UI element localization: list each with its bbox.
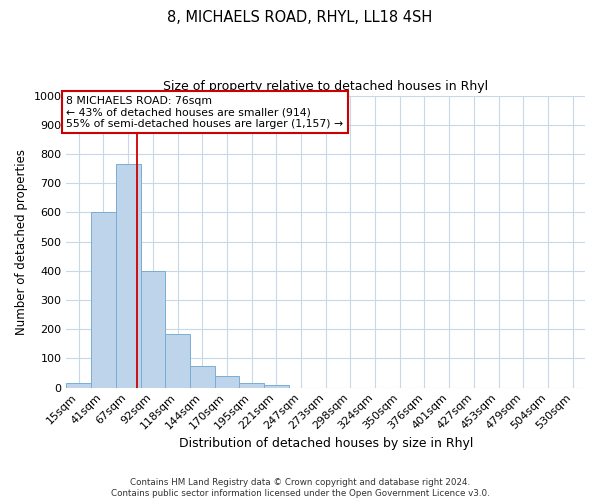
Bar bbox=[190, 366, 215, 388]
Bar bbox=[116, 164, 140, 388]
Y-axis label: Number of detached properties: Number of detached properties bbox=[15, 148, 28, 334]
Text: 8, MICHAELS ROAD, RHYL, LL18 4SH: 8, MICHAELS ROAD, RHYL, LL18 4SH bbox=[167, 10, 433, 25]
Bar bbox=[140, 271, 165, 388]
Bar bbox=[215, 376, 239, 388]
X-axis label: Distribution of detached houses by size in Rhyl: Distribution of detached houses by size … bbox=[179, 437, 473, 450]
Bar bbox=[239, 383, 264, 388]
Bar bbox=[67, 383, 91, 388]
Title: Size of property relative to detached houses in Rhyl: Size of property relative to detached ho… bbox=[163, 80, 488, 93]
Bar bbox=[91, 212, 116, 388]
Bar bbox=[165, 334, 190, 388]
Bar bbox=[264, 384, 289, 388]
Text: 8 MICHAELS ROAD: 76sqm
← 43% of detached houses are smaller (914)
55% of semi-de: 8 MICHAELS ROAD: 76sqm ← 43% of detached… bbox=[67, 96, 344, 129]
Text: Contains HM Land Registry data © Crown copyright and database right 2024.
Contai: Contains HM Land Registry data © Crown c… bbox=[110, 478, 490, 498]
